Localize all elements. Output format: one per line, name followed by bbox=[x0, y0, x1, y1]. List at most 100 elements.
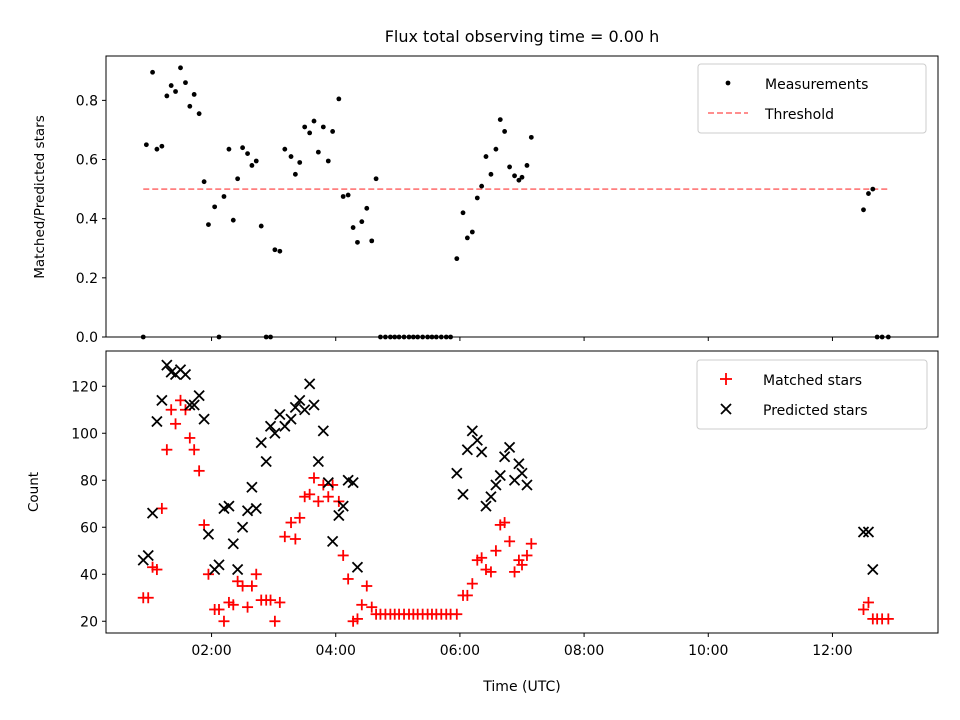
predicted-star-point bbox=[246, 481, 258, 493]
matched-star-point bbox=[451, 608, 463, 620]
count-y-tick-label: 100 bbox=[71, 426, 98, 442]
predicted-star-point bbox=[269, 427, 281, 439]
measurement-point bbox=[524, 163, 530, 168]
predicted-star-point bbox=[184, 399, 196, 411]
matched-star-point bbox=[242, 601, 254, 613]
x-tick-label: 12:00 bbox=[812, 643, 852, 659]
predicted-star-point bbox=[451, 467, 463, 479]
matched-star-point bbox=[142, 592, 154, 604]
measurement-point bbox=[497, 117, 503, 122]
measurement-point bbox=[164, 93, 170, 99]
matched-star-point bbox=[246, 580, 258, 592]
count-plot-frame bbox=[105, 350, 939, 634]
predicted-star-point bbox=[494, 469, 506, 482]
matched-star-point bbox=[213, 604, 225, 615]
predicted-star-point bbox=[227, 538, 239, 550]
predicted-star-point bbox=[457, 488, 469, 500]
predicted-star-point bbox=[304, 378, 316, 390]
matched-star-point bbox=[521, 549, 533, 561]
matched-star-point bbox=[366, 601, 378, 613]
predicted-star-point bbox=[308, 399, 320, 411]
count-markers-layer bbox=[137, 359, 894, 627]
measurement-point bbox=[325, 158, 331, 164]
matched-star-point bbox=[188, 444, 200, 456]
measurement-point bbox=[288, 154, 294, 159]
measurement-point bbox=[311, 118, 317, 124]
predicted-star-point bbox=[862, 526, 875, 538]
predicted-star-point bbox=[516, 467, 528, 479]
measurement-point bbox=[297, 160, 303, 165]
ratio-y-tick-label: 0.2 bbox=[76, 271, 98, 287]
matched-star-point bbox=[322, 491, 334, 503]
matched-star-point bbox=[882, 613, 894, 625]
predicted-star-point bbox=[285, 413, 297, 425]
ratio-y-tick-label: 0.4 bbox=[76, 212, 98, 228]
predicted-star-point bbox=[179, 368, 192, 381]
measurement-point bbox=[519, 174, 525, 180]
predicted-star-point bbox=[151, 415, 163, 428]
legend-threshold-label: Threshold bbox=[764, 107, 834, 123]
measurement-point bbox=[302, 124, 308, 130]
measurement-point bbox=[235, 176, 241, 182]
matched-star-point bbox=[156, 502, 168, 514]
predicted-star-point bbox=[317, 425, 329, 437]
matched-star-point bbox=[312, 495, 324, 507]
matched-star-point bbox=[476, 552, 488, 564]
x-tick-label: 06:00 bbox=[440, 643, 480, 659]
matched-star-point bbox=[175, 394, 187, 406]
measurement-point bbox=[870, 186, 876, 192]
count-y-tick-label: 60 bbox=[80, 520, 98, 536]
matched-star-point bbox=[289, 533, 301, 545]
legend-predicted-label: Predicted stars bbox=[763, 403, 868, 419]
measurement-point bbox=[168, 83, 174, 88]
matched-star-point bbox=[198, 519, 210, 531]
matched-star-point bbox=[161, 444, 173, 456]
chart-title: Flux total observing time = 0.00 h bbox=[385, 27, 660, 46]
legend-matched-marker bbox=[720, 373, 732, 385]
predicted-star-point bbox=[490, 479, 502, 491]
count-panel: 20 40 60 80 100 120 02:00 04:00 06:00 08:00 10:00 1… bbox=[26, 350, 939, 695]
measurement-point bbox=[861, 207, 866, 213]
predicted-star-point bbox=[322, 476, 334, 489]
matched-star-point bbox=[857, 604, 869, 615]
measurement-point bbox=[272, 247, 278, 253]
legend-measurements-marker bbox=[725, 80, 731, 86]
measurement-point bbox=[340, 194, 346, 199]
matched-star-point bbox=[227, 599, 239, 611]
predicted-star-point bbox=[857, 526, 870, 538]
count-y-tick-label: 80 bbox=[80, 473, 98, 489]
measurement-point bbox=[320, 124, 326, 130]
matched-star-point bbox=[499, 517, 511, 529]
matched-star-point bbox=[342, 573, 354, 585]
measurement-point bbox=[359, 219, 365, 225]
ratio-legend-box bbox=[697, 63, 927, 134]
x-axis-label: Time (UTC) bbox=[482, 679, 560, 695]
measurement-point bbox=[212, 204, 218, 210]
matched-star-point bbox=[304, 488, 316, 500]
predicted-star-point bbox=[193, 390, 205, 402]
measurement-point bbox=[187, 103, 193, 109]
predicted-star-point bbox=[274, 408, 286, 421]
measurement-point bbox=[196, 111, 202, 117]
ratio-legend: Measurements Threshold bbox=[697, 63, 927, 134]
measurement-point bbox=[183, 80, 188, 86]
predicted-star-point bbox=[255, 437, 267, 449]
ratio-ticks: 0.0 0.2 0.4 0.6 0.8 bbox=[76, 93, 833, 346]
measurement-point bbox=[154, 146, 160, 152]
predicted-star-point bbox=[161, 359, 173, 371]
measurement-point bbox=[206, 222, 211, 228]
x-tick-label: 04:00 bbox=[316, 643, 356, 659]
matched-star-point bbox=[202, 568, 214, 580]
matched-star-point bbox=[265, 594, 277, 606]
matched-star-point bbox=[361, 580, 373, 592]
ratio-y-tick-label: 0.6 bbox=[76, 153, 98, 169]
measurement-point bbox=[230, 217, 236, 223]
count-legend: Matched stars Predicted stars bbox=[696, 359, 928, 430]
measurement-point bbox=[479, 183, 485, 189]
measurement-point bbox=[528, 134, 534, 140]
predicted-star-point bbox=[337, 500, 349, 512]
matched-star-point bbox=[269, 615, 281, 627]
measurement-point bbox=[355, 239, 360, 245]
matched-star-point bbox=[862, 596, 874, 608]
